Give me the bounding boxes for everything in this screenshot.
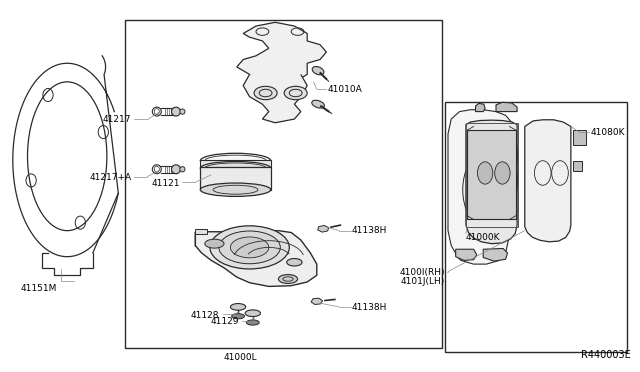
Polygon shape [496,102,517,112]
Ellipse shape [495,162,510,184]
Polygon shape [237,22,326,86]
Text: R440003E: R440003E [580,350,630,360]
Text: 41151M: 41151M [20,284,56,293]
Ellipse shape [284,86,307,100]
Ellipse shape [232,314,244,319]
Bar [200,160,271,167]
Polygon shape [317,225,329,232]
Bar [125,20,442,348]
Ellipse shape [230,237,269,258]
Polygon shape [456,249,477,260]
Ellipse shape [278,275,298,283]
Ellipse shape [205,239,224,248]
Ellipse shape [200,183,271,196]
Polygon shape [466,120,517,244]
Text: 4100I(RH): 4100I(RH) [399,268,445,277]
Ellipse shape [312,67,324,75]
Bar [445,102,627,352]
Polygon shape [243,74,307,123]
Ellipse shape [172,165,180,174]
Ellipse shape [477,162,493,184]
Polygon shape [195,231,317,286]
Bar [466,123,518,227]
Ellipse shape [172,107,180,116]
Ellipse shape [200,161,271,175]
Polygon shape [525,120,571,242]
Text: 41128: 41128 [190,311,219,320]
Text: 41138H: 41138H [352,303,387,312]
Text: 41217+A: 41217+A [89,173,131,182]
Ellipse shape [312,100,324,108]
Text: 41217: 41217 [102,115,131,124]
Text: 41129: 41129 [211,317,239,326]
Ellipse shape [245,310,260,317]
Ellipse shape [200,153,271,168]
Text: 41010A: 41010A [328,85,362,94]
Ellipse shape [287,259,302,266]
Bar [200,167,271,190]
Bar [467,130,516,219]
Text: 41138H: 41138H [352,226,387,235]
Bar [195,229,207,234]
Ellipse shape [180,109,185,114]
Ellipse shape [180,167,185,172]
Polygon shape [311,298,323,305]
Polygon shape [483,248,508,261]
Text: 41000L: 41000L [223,353,257,362]
Text: 41000K: 41000K [466,233,500,242]
Bar [573,130,586,145]
Ellipse shape [246,320,259,325]
Ellipse shape [254,86,277,100]
Text: 41080K: 41080K [590,128,625,137]
Ellipse shape [210,226,289,269]
Bar [573,161,582,171]
Polygon shape [448,110,518,264]
Ellipse shape [463,154,504,225]
Ellipse shape [219,231,280,264]
Text: 41121: 41121 [152,179,180,187]
Polygon shape [476,103,485,112]
Text: 4101J(LH): 4101J(LH) [401,277,445,286]
Ellipse shape [230,304,246,310]
